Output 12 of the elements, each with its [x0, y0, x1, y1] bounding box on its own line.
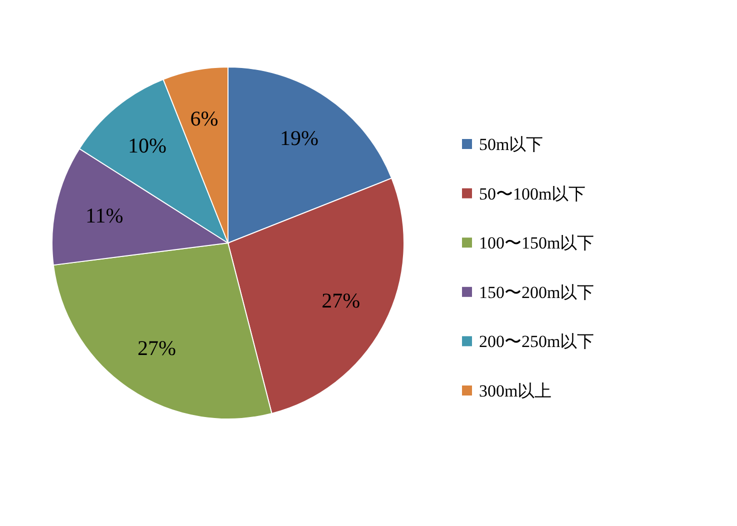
legend-label: 200〜250m以下: [479, 332, 594, 352]
legend-label: 150〜200m以下: [479, 282, 594, 302]
data-label: 19%: [280, 126, 318, 150]
data-label: 27%: [138, 336, 176, 360]
legend-label: 50〜100m以下: [479, 184, 586, 204]
data-label: 11%: [85, 203, 124, 228]
data-label: 6%: [190, 106, 218, 131]
data-label: 27%: [322, 288, 360, 313]
legend-label: 300m以上: [479, 382, 552, 400]
legend-label: 50m以下: [479, 135, 544, 154]
data-label: 10%: [128, 133, 166, 158]
legend-label: 100〜150m以下: [479, 234, 594, 253]
